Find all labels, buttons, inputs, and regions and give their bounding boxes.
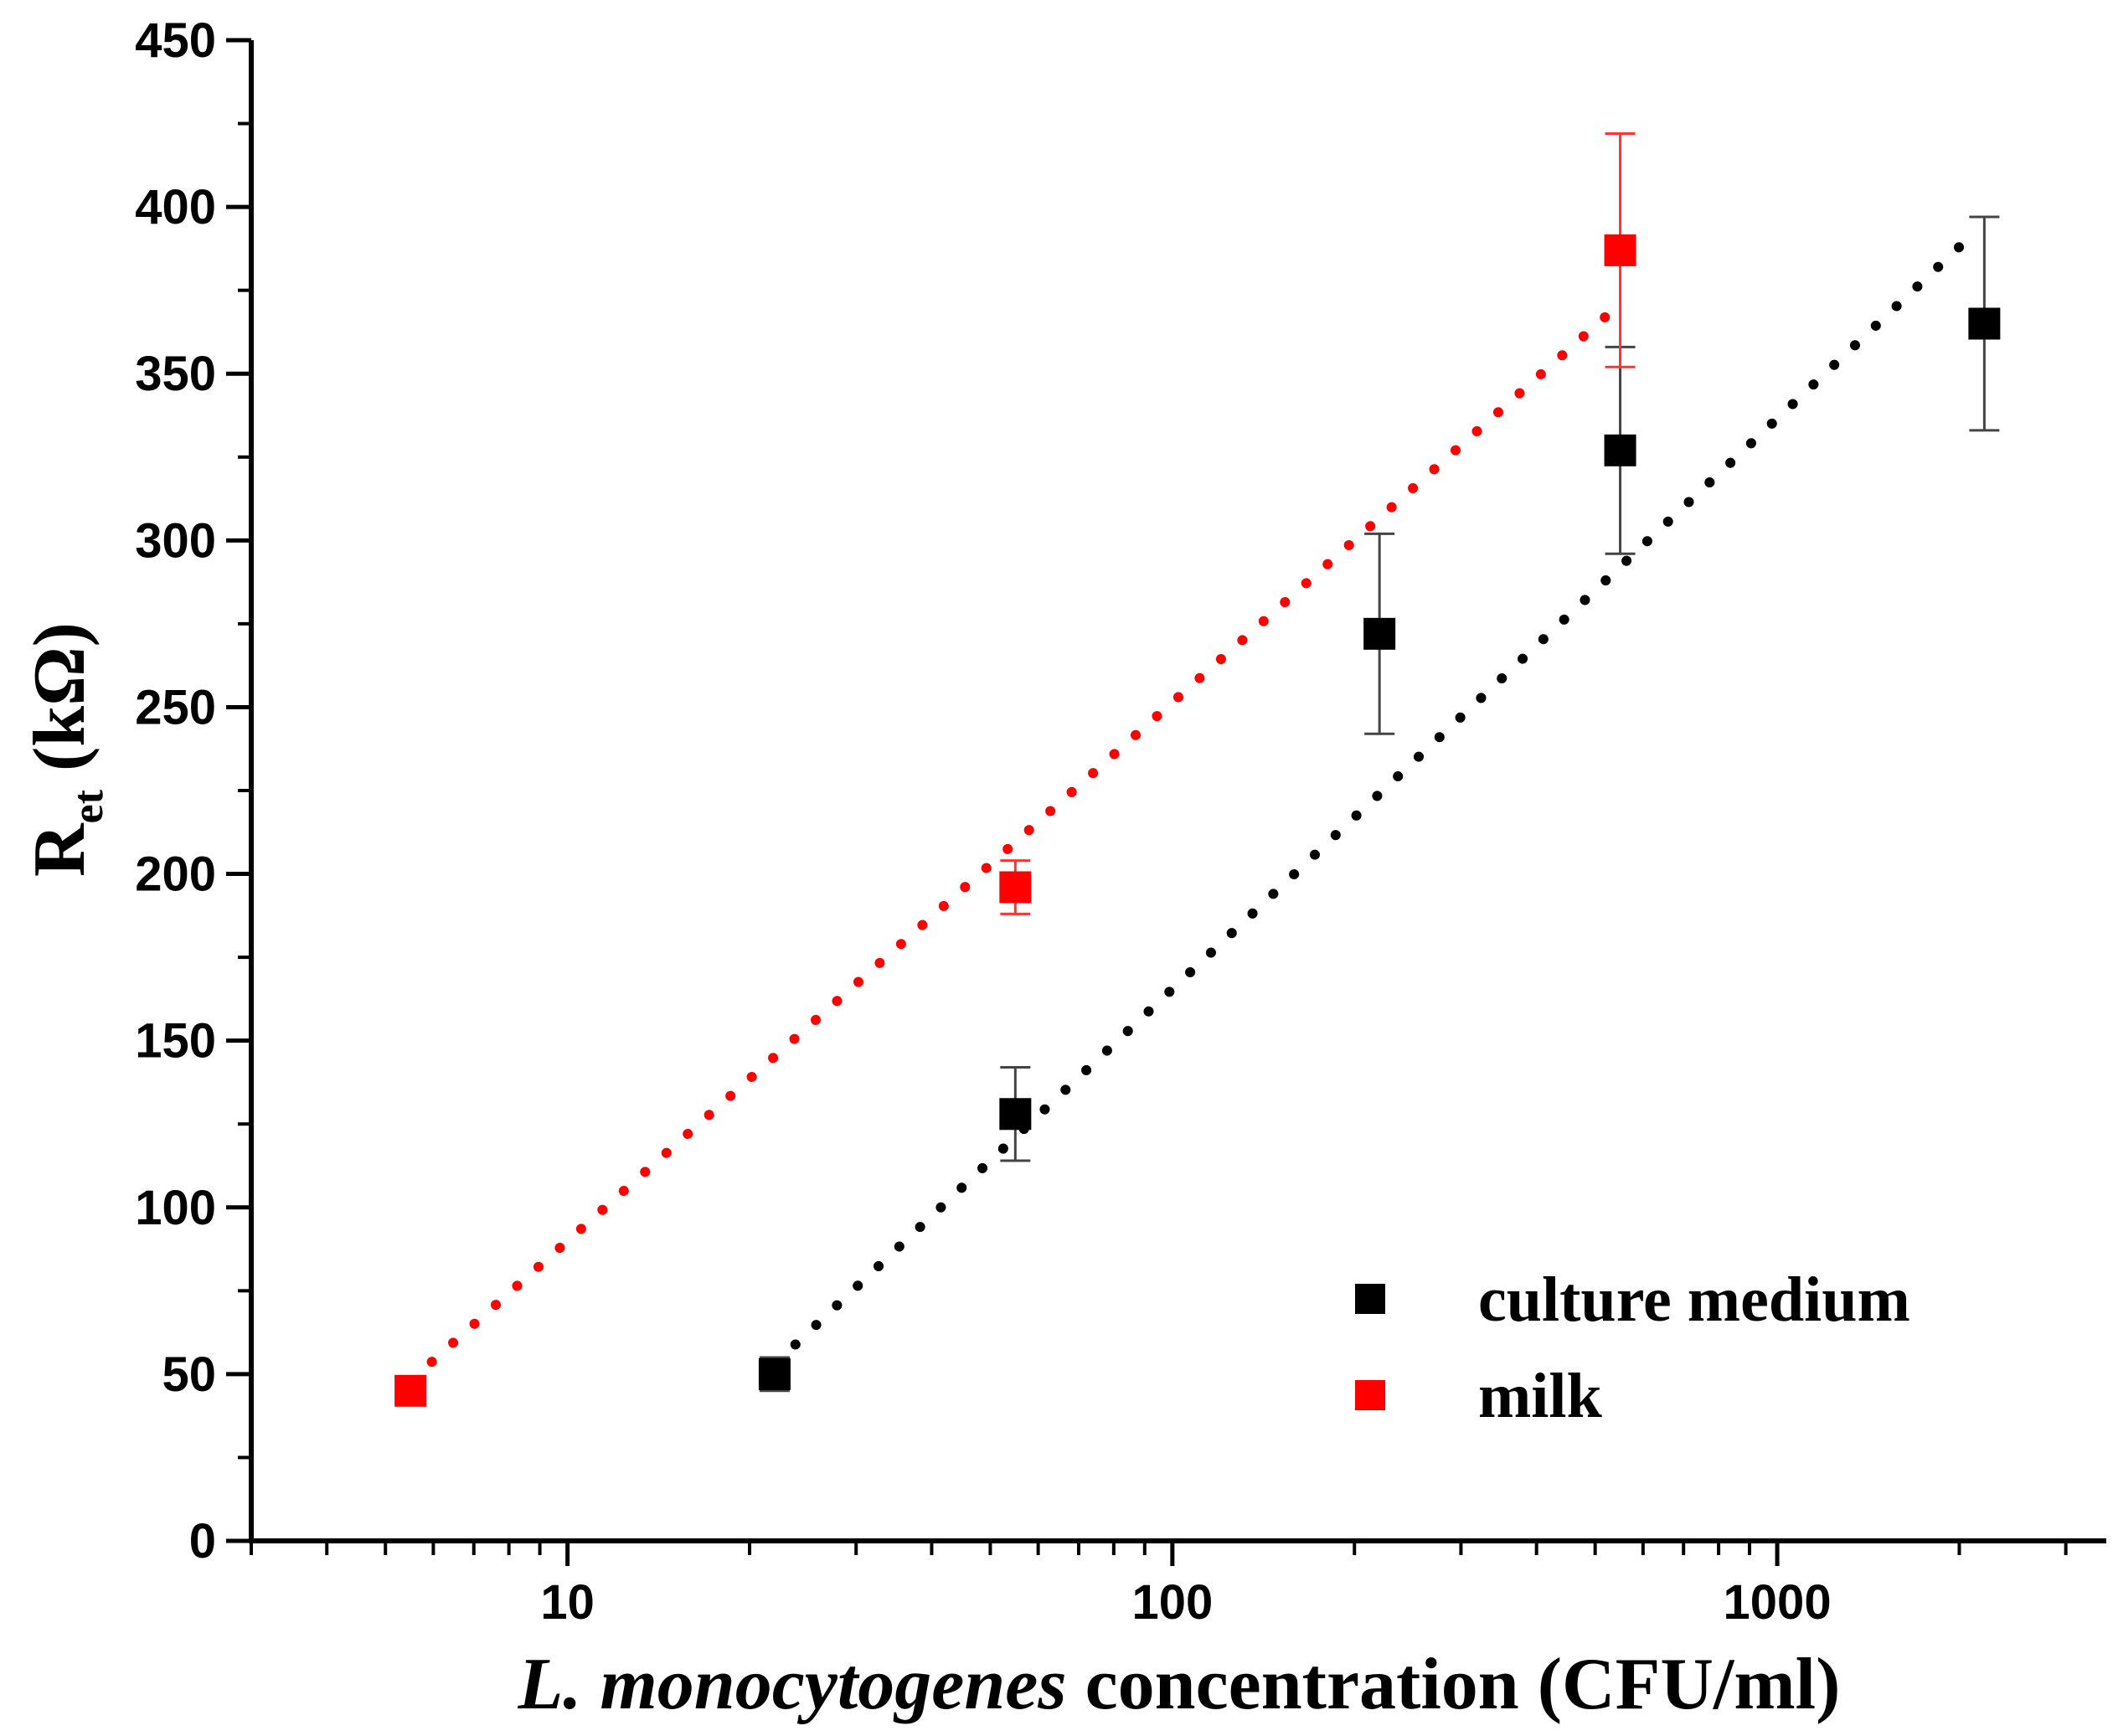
y-tick-label: 300	[135, 513, 216, 568]
point-culture-medium	[758, 1357, 791, 1390]
y-tick-label: 0	[189, 1514, 216, 1569]
y-axis-title: Ret (kΩ)	[19, 622, 112, 877]
y-tick-label: 250	[135, 680, 216, 734]
y-ticks: 0 50 100 150 200 250 300 350 400 450	[135, 13, 251, 1569]
y-axis-title-sub: et	[64, 789, 112, 823]
x-tick-label: 10	[540, 1575, 595, 1630]
point-culture-medium	[999, 1098, 1032, 1131]
x-axis-title-italic: L. monocytogenes	[518, 1644, 1067, 1725]
y-tick-label: 400	[135, 180, 216, 234]
y-axis-title-main: R	[19, 822, 100, 877]
point-culture-medium	[1363, 617, 1396, 650]
x-axis-title: L. monocytogenes concentration (CFU/ml)	[518, 1644, 1841, 1725]
x-ticks: 10 100 1000	[250, 1541, 2068, 1630]
data-points	[394, 234, 2001, 1407]
fit-line-culture-medium	[769, 241, 1965, 1369]
y-axis-title-unit: (kΩ)	[19, 622, 100, 790]
point-culture-medium	[1968, 307, 2001, 340]
y-tick-label: 50	[162, 1347, 216, 1402]
legend: culture medium milk	[1355, 1265, 1910, 1431]
y-tick-label: 100	[135, 1181, 216, 1235]
point-milk	[999, 871, 1032, 904]
legend-marker-milk	[1355, 1380, 1385, 1410]
x-axis-title-rest: concentration (CFU/ml)	[1067, 1644, 1841, 1725]
point-milk	[394, 1374, 427, 1407]
y-tick-label: 200	[135, 847, 216, 902]
legend-marker-culture-medium	[1355, 1284, 1385, 1314]
error-bars	[395, 132, 2000, 1403]
y-tick-label: 150	[135, 1014, 216, 1069]
fit-lines	[405, 241, 1965, 1386]
point-culture-medium	[1604, 434, 1636, 466]
fit-line-milk	[405, 298, 1626, 1386]
y-tick-label: 450	[135, 13, 216, 68]
legend-label-milk: milk	[1478, 1361, 1603, 1431]
y-tick-label: 350	[135, 347, 216, 401]
legend-label-culture-medium: culture medium	[1478, 1265, 1910, 1335]
x-tick-label: 1000	[1724, 1575, 1832, 1630]
point-milk	[1604, 234, 1636, 266]
x-tick-label: 100	[1131, 1575, 1213, 1630]
